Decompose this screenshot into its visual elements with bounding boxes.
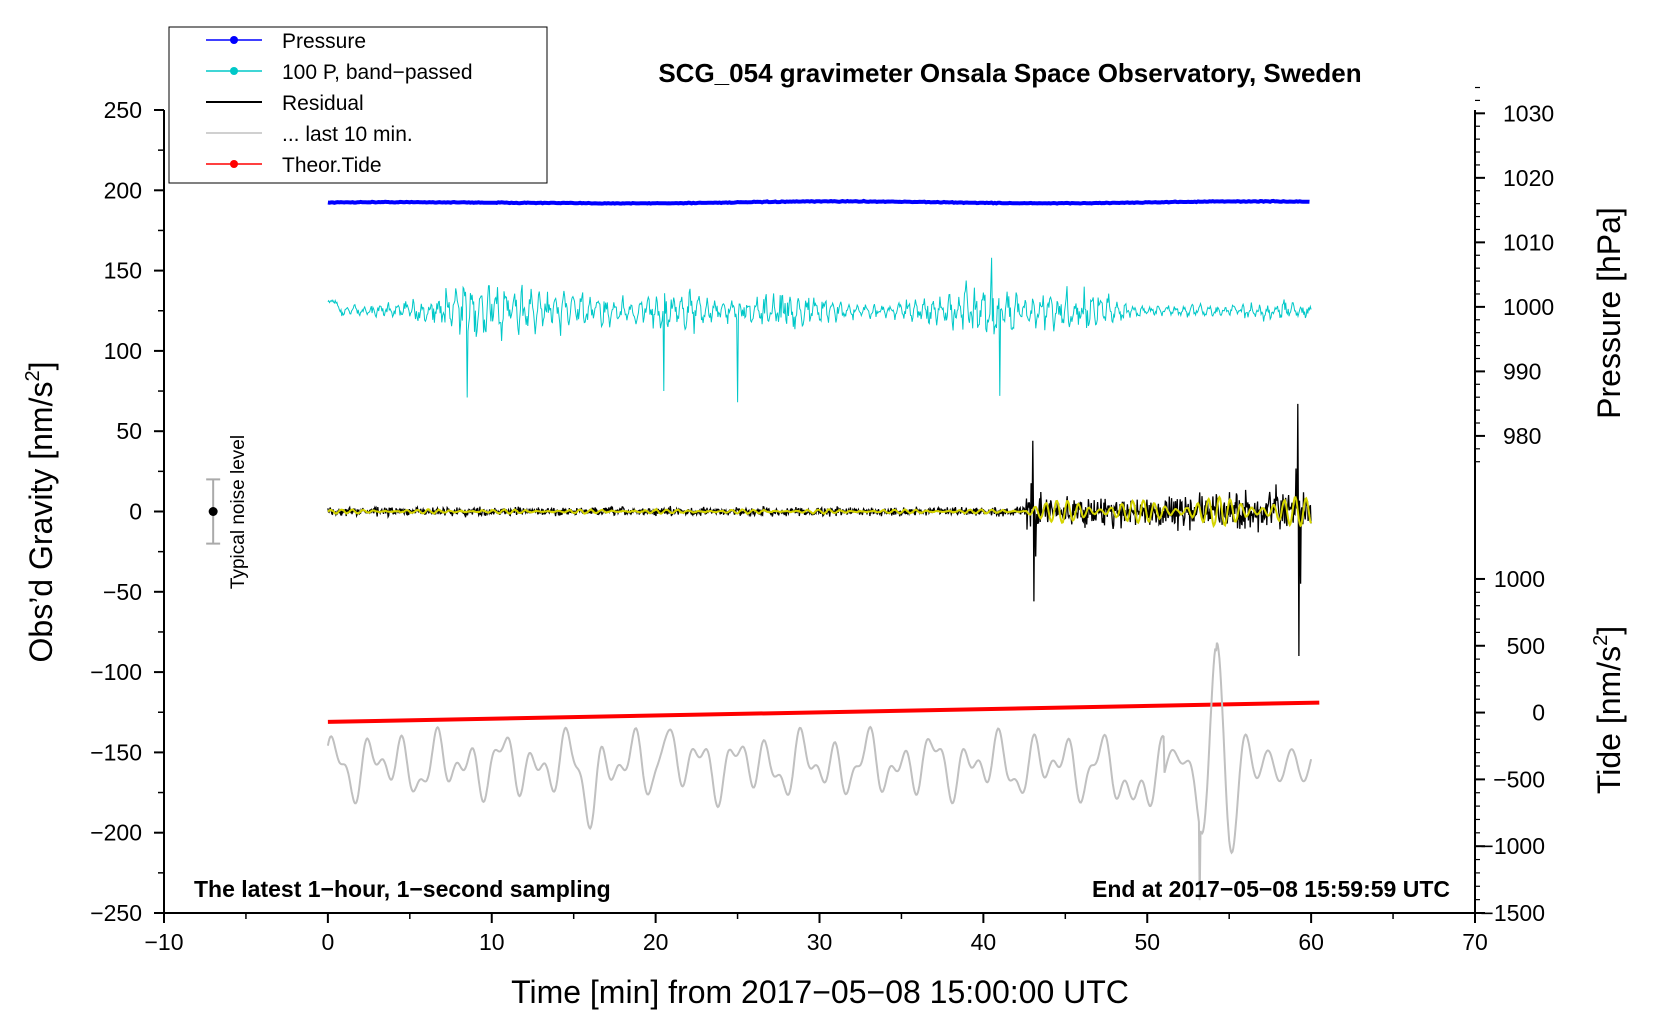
x-tick-label: −10 [144, 929, 183, 955]
y-axis-label-sup: 2 [22, 370, 44, 381]
ticks-layer: −10 0 10 20 30 40 50 60 70250200150100500−50−100… [90, 86, 1554, 955]
legend-label: Residual [282, 92, 364, 115]
x-tick-label: 30 [807, 929, 833, 955]
x-tick-label: 60 [1298, 929, 1324, 955]
noise-indicator: Typical noise level [206, 435, 249, 589]
chart-title: SCG_054 gravimeter Onsala Space Observat… [658, 58, 1361, 88]
pressure-tick-label: 1010 [1503, 229, 1554, 255]
tide-tick-label: 0 [1532, 700, 1545, 726]
pressure-tick-label: 980 [1503, 423, 1541, 449]
x-tick-label: 50 [1134, 929, 1160, 955]
y-axis-label: Obs’d Gravity [nm/s2] [22, 362, 59, 663]
tide-axis-label-main: Tide [nm/s [1591, 646, 1627, 794]
x-tick-label: 70 [1462, 929, 1488, 955]
tide-tick-label: 500 [1507, 633, 1545, 659]
legend-entries: Pressure 100 P, band−passed Residual ... la… [206, 30, 473, 177]
last-10-min-line [326, 642, 1313, 901]
y-tick-label: 250 [104, 97, 142, 123]
tide-axis-label: Tide [nm/s2] [1590, 626, 1627, 794]
legend: Pressure 100 P, band−passed Residual ... la… [168, 26, 548, 184]
legend-label: Theor.Tide [282, 154, 382, 177]
end-time-annotation: End at 2017−05−08 15:59:59 UTC [1092, 876, 1450, 902]
tide-axis-label-close: ] [1591, 626, 1627, 635]
x-tick-label: 10 [479, 929, 505, 955]
legend-label: Pressure [282, 30, 366, 53]
legend-label: ... last 10 min. [282, 123, 413, 146]
tide-tick-label: 1000 [1494, 566, 1545, 592]
band-passed-pressure-line [327, 257, 1312, 403]
legend-box [168, 26, 548, 184]
pressure-tick-label: 1000 [1503, 294, 1554, 320]
pressure-tick-label: 1020 [1503, 165, 1554, 191]
pressure-tick-label: 990 [1503, 358, 1541, 384]
x-axis-label: Time [min] from 2017−05−08 15:00:00 UTC [511, 974, 1129, 1010]
noise-bar-center-dot [208, 507, 218, 516]
x-tick-label: 0 [321, 929, 334, 955]
y-tick-label: −250 [90, 900, 142, 926]
y-tick-label: −200 [90, 820, 142, 846]
x-tick-label: 40 [971, 929, 997, 955]
tide-axis-label-sup: 2 [1590, 635, 1612, 646]
y-tick-label: 100 [104, 338, 142, 364]
y-tick-label: 200 [104, 177, 142, 203]
y-tick-label: −100 [90, 659, 142, 685]
residual-filtered-line [327, 495, 1313, 529]
x-tick-label: 20 [643, 929, 669, 955]
legend-label: 100 P, band−passed [282, 61, 473, 84]
sampling-annotation: The latest 1−hour, 1−second sampling [194, 876, 611, 902]
pressure-axis-label: Pressure [hPa] [1591, 207, 1627, 419]
pressure-tick-label: 1030 [1503, 100, 1554, 126]
y-tick-label: −50 [103, 579, 142, 605]
legend-swatch-marker [230, 36, 238, 44]
y-tick-label: 150 [104, 258, 142, 284]
theoretical-tide-line [327, 700, 1320, 724]
y-axis-label-close: ] [23, 362, 59, 371]
tide-tick-label: −500 [1493, 766, 1545, 792]
noise-label: Typical noise level [228, 435, 249, 589]
legend-swatch-marker [230, 160, 238, 168]
y-tick-label: 0 [129, 499, 142, 525]
y-tick-label: 50 [116, 418, 142, 444]
legend-swatch-marker [230, 67, 238, 75]
pressure-line [327, 198, 1310, 206]
y-axis-label-main: Obs’d Gravity [nm/s [23, 382, 59, 663]
tide-tick-label: −1500 [1480, 900, 1545, 926]
tide-tick-label: −1000 [1480, 833, 1545, 859]
series-layer [326, 198, 1320, 901]
y-tick-label: −150 [90, 739, 142, 765]
